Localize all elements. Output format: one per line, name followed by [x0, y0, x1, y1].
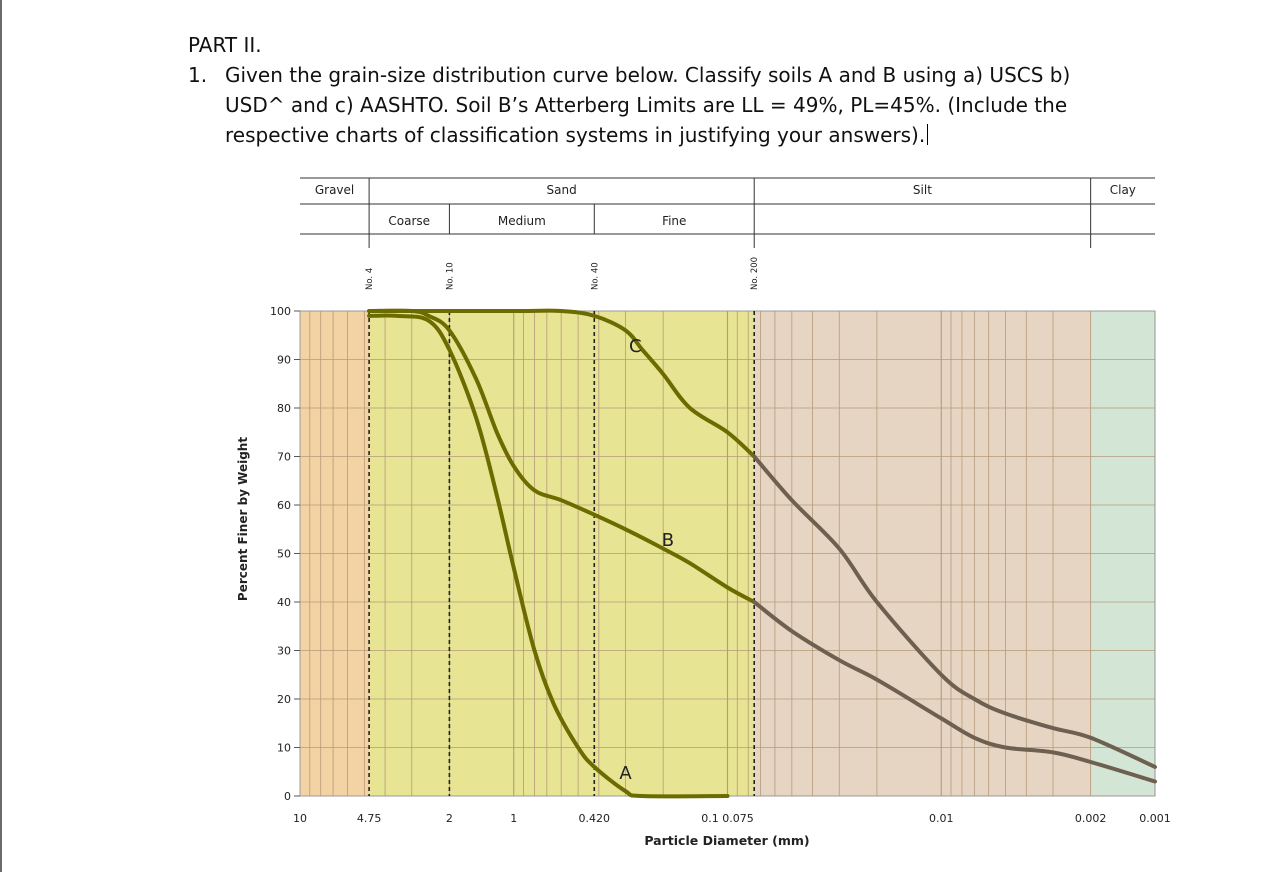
classification-header: Gravel Sand Silt Clay Coarse Medium Fine [300, 177, 1155, 248]
y-tick-label: 60 [277, 499, 291, 512]
text-cursor [927, 124, 929, 145]
sieve-label: No. 4 [365, 268, 375, 290]
curve-label-a: A [619, 763, 632, 784]
y-axis: 0 10 20 30 40 50 60 70 80 90 100 [270, 305, 300, 803]
sand-subdivision-label: Coarse [388, 214, 430, 228]
x-tick-label: 10 [293, 812, 307, 825]
question-line: respective charts of classification syst… [225, 120, 1168, 150]
x-tick-label: 0.001 [1139, 812, 1171, 825]
question-line: Given the grain-size distribution curve … [225, 63, 1071, 87]
sand-subdivision-label: Fine [662, 214, 686, 228]
curve-b [367, 308, 757, 604]
x-tick-label: 1 [510, 812, 517, 825]
window-edge [0, 0, 2, 872]
question-block[interactable]: PART II. 1. Given the grain-size distrib… [188, 30, 1168, 150]
sand-subdivision-label: Medium [498, 214, 546, 228]
sieve-label: No. 40 [590, 262, 600, 290]
band-label: Gravel [315, 183, 354, 197]
x-axis: 10 4.75 2 1 0.420 0.1 0.075 0.01 0.002 0.001 [293, 812, 1171, 825]
y-axis-label: Percent Finer by Weight [236, 437, 250, 601]
y-tick-label: 70 [277, 451, 291, 464]
x-tick-label: 2 [446, 812, 453, 825]
y-tick-label: 90 [277, 354, 291, 367]
y-tick-label: 80 [277, 402, 291, 415]
x-tick-label: 4.75 [357, 812, 382, 825]
curve-a [367, 313, 730, 799]
y-tick-label: 40 [277, 596, 291, 609]
curve-label-c: C [629, 336, 642, 357]
y-tick-label: 50 [277, 548, 291, 561]
x-axis-label: Particle Diameter (mm) [644, 833, 809, 848]
sieve-label: No. 10 [445, 262, 455, 290]
x-tick-label: 0.01 [929, 812, 954, 825]
grading-curves [367, 308, 1157, 799]
y-tick-label: 100 [270, 305, 291, 318]
curve-label-b: B [662, 530, 674, 551]
question-line: USD^ and c) AASHTO. Soil B’s Atterberg L… [225, 93, 1068, 117]
x-tick-label: 0.420 [579, 812, 611, 825]
part-title: PART II. [188, 33, 262, 57]
question-number: 1. [188, 63, 208, 87]
band-label: Silt [913, 183, 932, 197]
curve-c [752, 454, 1157, 769]
curve-c [367, 308, 757, 459]
y-tick-label: 0 [284, 790, 291, 803]
x-tick-label: 0.002 [1075, 812, 1107, 825]
question-line-text: respective charts of classification syst… [225, 123, 926, 147]
curve-b [752, 600, 1157, 784]
y-tick-label: 30 [277, 645, 291, 658]
sieve-label: No. 200 [750, 257, 760, 290]
x-tick-label: 0.1 0.075 [701, 812, 753, 825]
band-label: Sand [547, 183, 577, 197]
y-tick-label: 20 [277, 693, 291, 706]
sieve-lines: No. 4 No. 10 No. 40 No. 200 [365, 257, 760, 796]
band-label: Clay [1110, 183, 1136, 197]
curve-annotations: C B A [619, 336, 674, 784]
question-item: 1. Given the grain-size distribution cur… [188, 60, 1168, 150]
question-text: Given the grain-size distribution curve … [225, 60, 1168, 150]
y-tick-label: 10 [277, 742, 291, 755]
